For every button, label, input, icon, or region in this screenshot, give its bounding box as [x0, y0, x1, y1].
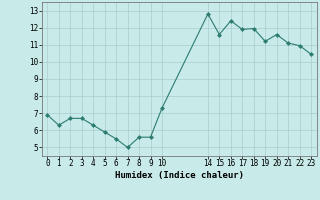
X-axis label: Humidex (Indice chaleur): Humidex (Indice chaleur)	[115, 171, 244, 180]
